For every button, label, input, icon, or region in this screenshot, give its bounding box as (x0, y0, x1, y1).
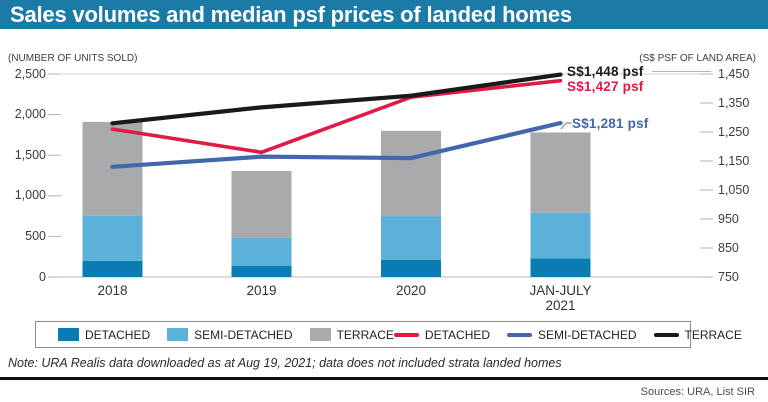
legend-item-line-detached: DETACHED (393, 327, 491, 342)
bar-segment-JAN-JULY-2021-semi-detached (530, 212, 591, 259)
legend-item-line-terrace: TERRACE (653, 327, 742, 342)
bar-segment-2019-detached (231, 265, 292, 277)
legend-label: TERRACE (684, 327, 742, 342)
bar-segment-2019-semi-detached (231, 237, 292, 266)
legend-item-line-semi-detached: SEMI-DETACHED (507, 327, 637, 342)
bar-segment-2020-terrace (381, 130, 441, 217)
legend-swatch-bar-semi-detached-icon (167, 328, 189, 341)
header-bar: Sales volumes and median psf prices of l… (0, 0, 768, 29)
bar-segment-2019-terrace (231, 171, 292, 238)
legend-swatch-line-detached-icon (393, 332, 419, 337)
annotation-leader-semi-detached (560, 122, 572, 130)
chart-title: Sales volumes and median psf prices of l… (10, 1, 572, 27)
legend: DETACHED SEMI-DETACHED TERRACE DETACHED SEM… (35, 321, 742, 348)
right-axis-unit-label: (S$ PSF OF LAND AREA) (639, 53, 756, 64)
note-text: Note: URA Realis data downloaded as at A… (8, 356, 562, 370)
legend-label: SEMI-DETACHED (538, 327, 637, 342)
legend-label: DETACHED (85, 327, 151, 342)
line-terrace-psf (110, 72, 563, 126)
legend-bar-group: DETACHED SEMI-DETACHED TERRACE (58, 328, 394, 342)
line-semi-detached-psf (110, 120, 563, 169)
left-axis-unit-label: (NUMBER OF UNITS SOLD) (8, 53, 138, 64)
sources-text: Sources: URA, List SIR (640, 386, 755, 398)
bar-segment-2018-semi-detached (82, 215, 143, 261)
bar-segment-2020-detached (381, 259, 441, 277)
line-detached-psf (110, 78, 563, 155)
legend-swatch-bar-terrace-icon (309, 328, 331, 341)
bar-segment-JAN-JULY-2021-detached (530, 258, 591, 277)
legend-item-bar-semi-detached: SEMI-DETACHED (167, 327, 293, 342)
bar-segment-2018-detached (82, 260, 143, 277)
legend-item-bar-detached: DETACHED (58, 328, 150, 342)
legend-swatch-bar-detached-icon (58, 328, 79, 341)
bar-segment-JAN-JULY-2021-terrace (530, 132, 591, 213)
legend-item-bar-terrace: TERRACE (309, 327, 394, 342)
bottom-rule (0, 377, 768, 380)
legend-swatch-line-terrace-icon (653, 332, 679, 337)
bar-segment-2020-semi-detached (381, 216, 441, 260)
legend-swatch-line-semi-detached-icon (507, 332, 533, 337)
legend-label: TERRACE (336, 327, 394, 342)
legend-label: SEMI-DETACHED (194, 327, 293, 342)
legend-line-group: DETACHED SEMI-DETACHED TERRACE (393, 327, 742, 342)
legend-label: DETACHED (424, 327, 491, 342)
